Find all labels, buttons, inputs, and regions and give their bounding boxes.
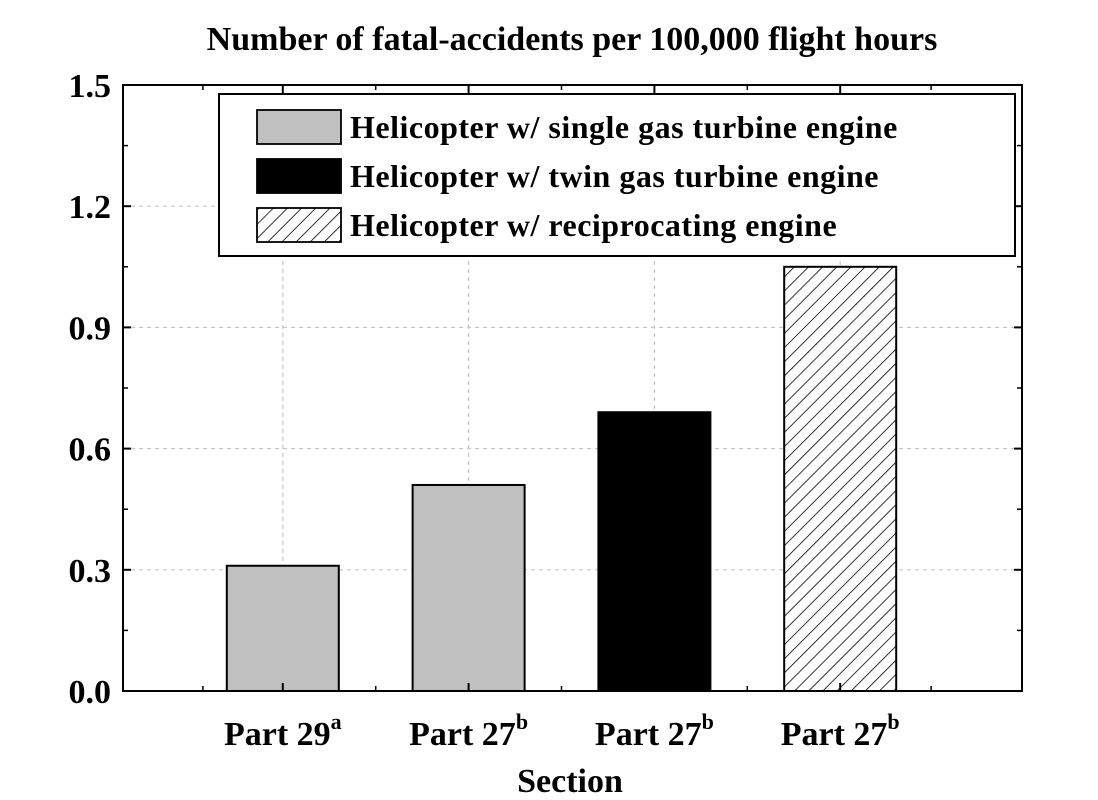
y-tick-label: 0.9: [69, 310, 112, 347]
legend-swatch: [257, 208, 341, 242]
y-tick-label: 0.0: [69, 674, 112, 711]
x-category-superscript: b: [887, 709, 899, 734]
legend-label: Helicopter w/ reciprocating engine: [350, 207, 837, 243]
bar: [784, 267, 896, 691]
x-category-text: Part 27: [409, 716, 516, 753]
x-category-text: Part 27: [781, 716, 888, 753]
chart-title: Number of fatal-accidents per 100,000 fl…: [207, 21, 938, 58]
x-category-text: Part 29: [224, 716, 331, 753]
x-category-label: Part 29a: [224, 709, 342, 753]
legend-swatch: [257, 110, 341, 144]
legend-label: Helicopter w/ twin gas turbine engine: [350, 158, 879, 194]
y-tick-label: 1.5: [69, 68, 112, 105]
y-tick-label: 1.2: [69, 189, 112, 226]
x-category-label: Part 27b: [781, 709, 900, 753]
x-category-superscript: a: [331, 709, 342, 734]
x-category-superscript: b: [516, 709, 528, 734]
bar: [413, 485, 525, 691]
y-tick-label: 0.3: [69, 553, 112, 590]
legend: Helicopter w/ single gas turbine engine H…: [219, 94, 1015, 256]
bar: [598, 412, 710, 691]
x-axis-label: Section: [517, 763, 623, 800]
legend-swatch: [257, 159, 341, 193]
bar: [227, 566, 339, 691]
y-tick-label: 0.6: [69, 432, 112, 469]
legend-label: Helicopter w/ single gas turbine engine: [350, 109, 898, 145]
x-category-label: Part 27b: [595, 709, 714, 753]
x-category-label: Part 27b: [409, 709, 528, 753]
x-category-superscript: b: [702, 709, 714, 734]
bars: [227, 267, 896, 691]
x-category-text: Part 27: [595, 716, 702, 753]
